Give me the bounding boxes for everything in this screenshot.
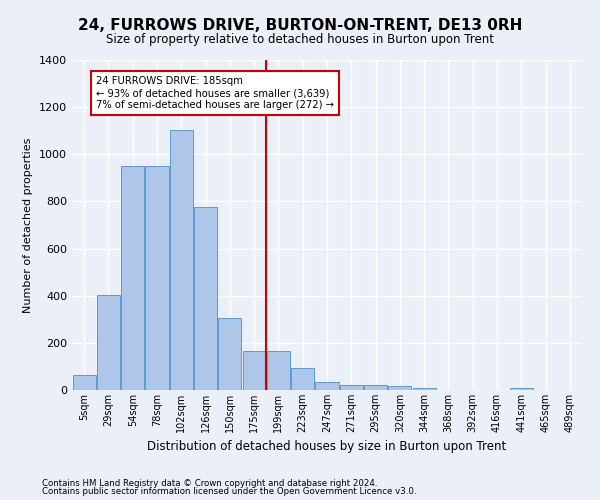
Bar bbox=[510, 388, 533, 390]
Bar bbox=[388, 386, 412, 390]
Bar bbox=[218, 318, 241, 390]
Bar bbox=[340, 386, 363, 390]
Bar bbox=[316, 382, 338, 390]
Bar bbox=[413, 388, 436, 390]
Text: Contains HM Land Registry data © Crown copyright and database right 2024.: Contains HM Land Registry data © Crown c… bbox=[42, 479, 377, 488]
Bar bbox=[267, 351, 290, 390]
Text: 24 FURROWS DRIVE: 185sqm
← 93% of detached houses are smaller (3,639)
7% of semi: 24 FURROWS DRIVE: 185sqm ← 93% of detach… bbox=[96, 76, 334, 110]
Bar bbox=[194, 208, 217, 390]
Bar bbox=[364, 386, 387, 390]
Bar bbox=[242, 351, 266, 390]
Y-axis label: Number of detached properties: Number of detached properties bbox=[23, 138, 34, 312]
Text: 24, FURROWS DRIVE, BURTON-ON-TRENT, DE13 0RH: 24, FURROWS DRIVE, BURTON-ON-TRENT, DE13… bbox=[78, 18, 522, 32]
Text: Size of property relative to detached houses in Burton upon Trent: Size of property relative to detached ho… bbox=[106, 32, 494, 46]
Bar bbox=[121, 166, 144, 390]
Bar bbox=[291, 368, 314, 390]
Bar bbox=[145, 166, 169, 390]
X-axis label: Distribution of detached houses by size in Burton upon Trent: Distribution of detached houses by size … bbox=[148, 440, 506, 454]
Bar bbox=[170, 130, 193, 390]
Bar bbox=[97, 294, 120, 390]
Text: Contains public sector information licensed under the Open Government Licence v3: Contains public sector information licen… bbox=[42, 487, 416, 496]
Bar bbox=[73, 374, 95, 390]
